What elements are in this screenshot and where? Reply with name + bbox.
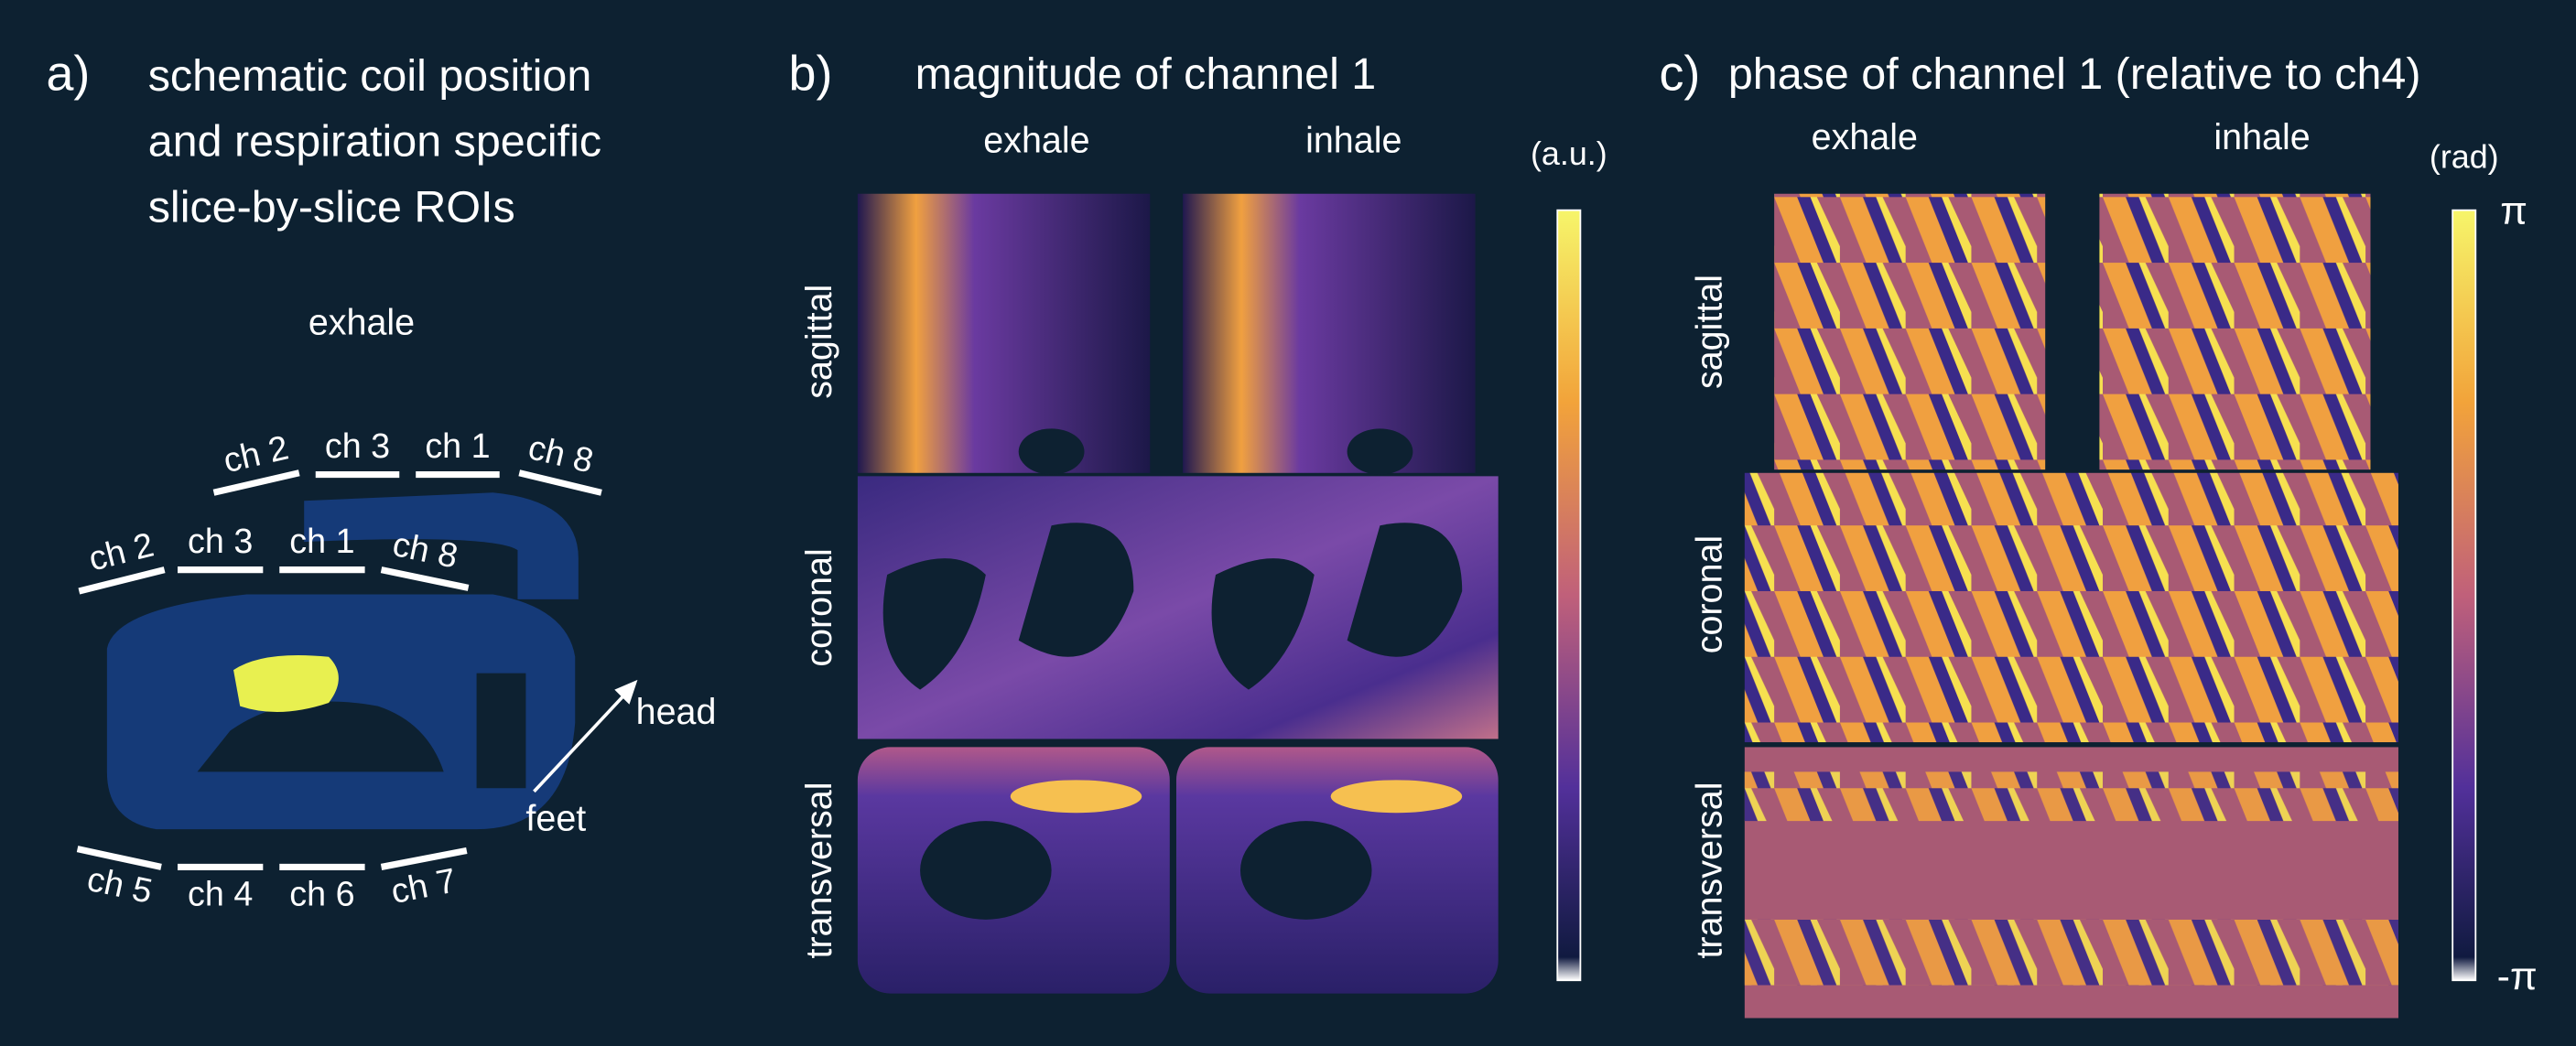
row-label: coronal [1689, 535, 1729, 653]
coil-label: ch 3 [325, 426, 390, 465]
coil [380, 566, 470, 591]
coil-label: ch 6 [289, 875, 354, 913]
coil-lines [76, 469, 602, 871]
panel-label: b) [789, 47, 833, 102]
arrow-label: head [636, 692, 717, 732]
coil [78, 566, 166, 595]
coil [76, 846, 162, 870]
coil-label: ch 2 [85, 525, 157, 578]
colorbar [1556, 209, 1582, 982]
schematic [106, 492, 638, 830]
colorbar [2452, 209, 2477, 982]
panel-label: c) [1660, 47, 1701, 102]
column-label: exhale [1812, 117, 1918, 157]
coil-label: ch 2 [220, 427, 292, 480]
panel-title: and respiration specific [148, 117, 601, 167]
coil [518, 469, 602, 496]
coil-label: ch 4 [188, 875, 253, 913]
row-label: sagittal [799, 285, 839, 399]
panel-title: phase of channel 1 (relative to ch4) [1728, 49, 2421, 99]
panel-title: slice-by-slice ROIs [148, 182, 515, 232]
column-label: inhale [2213, 117, 2310, 157]
row-label: transversal [799, 782, 839, 958]
coil-label: ch 7 [388, 860, 460, 911]
colorbar-tick: -π [2497, 954, 2538, 998]
phase-images [1744, 193, 2398, 1019]
coil-label: ch 1 [289, 522, 354, 560]
coil [380, 847, 468, 870]
coil-label: ch 8 [525, 427, 597, 480]
column-label: exhale [983, 121, 1089, 161]
colorbar-tick: π [2500, 189, 2527, 233]
panel-title: schematic coil position [148, 51, 592, 101]
panel-label: a) [46, 47, 90, 102]
column-label: inhale [1305, 121, 1402, 161]
row-label: sagittal [1689, 275, 1729, 389]
colorbar-unit: (a.u.) [1531, 135, 1607, 172]
coil-label: ch 1 [425, 426, 490, 465]
row-label: coronal [799, 548, 839, 666]
subtitle: exhale [308, 303, 415, 343]
coil-label: ch 3 [188, 522, 253, 560]
colorbar-unit: (rad) [2430, 139, 2499, 176]
magnitude-images [857, 193, 1499, 994]
row-label: transversal [1689, 782, 1729, 958]
panel-title: magnitude of channel 1 [915, 49, 1377, 99]
arrow-label: feet [525, 799, 586, 839]
coil [212, 469, 300, 496]
